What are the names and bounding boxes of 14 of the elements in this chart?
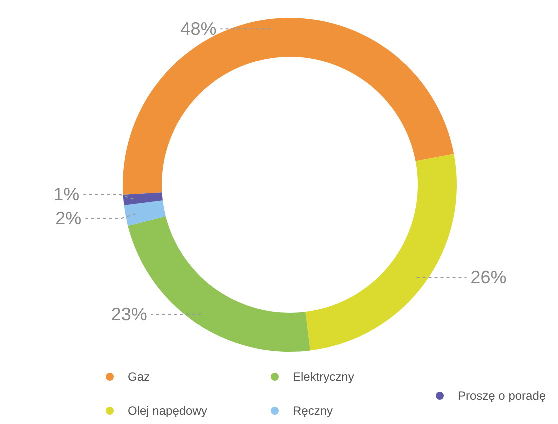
- legend-label: Proszę o poradę: [458, 389, 546, 403]
- legend-label: Elektryczny: [293, 370, 354, 384]
- data-label: 23%: [111, 304, 148, 325]
- data-label: 48%: [180, 19, 217, 40]
- donut-slice: [123, 192, 163, 206]
- donut-slice: [124, 200, 166, 226]
- data-label: 2%: [56, 208, 82, 229]
- data-label: 26%: [470, 268, 507, 288]
- legend-label: Olej napędowy: [128, 404, 208, 418]
- legend-label: Ręczny: [293, 404, 334, 418]
- donut-slice: [306, 154, 457, 351]
- donut-slice: [123, 18, 454, 196]
- data-label: 1%: [54, 184, 80, 205]
- legend-label: Gaz: [128, 370, 150, 384]
